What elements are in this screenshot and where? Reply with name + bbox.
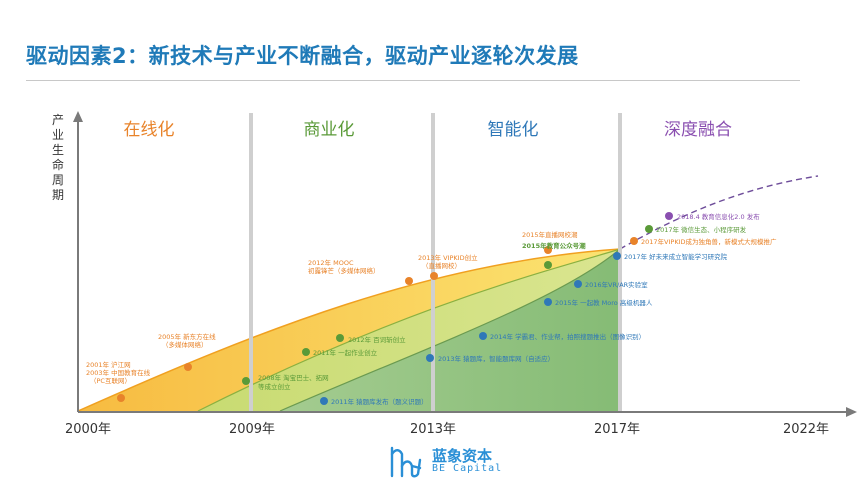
svg-text:期: 期	[52, 188, 64, 202]
divider-2017	[618, 113, 622, 412]
online-band	[78, 249, 620, 411]
divider-2013	[431, 113, 435, 412]
marker-2017-mini	[645, 225, 653, 233]
event-label: 2003年 中国教育在线	[86, 368, 151, 377]
x-tick-2017: 2017年	[594, 422, 640, 437]
online-curve	[77, 248, 621, 412]
event-label: 等成立创立	[258, 382, 291, 391]
event-label: （直播网校）	[422, 261, 461, 270]
marker-2011-ytk	[320, 397, 328, 405]
event-label: 2001年 沪江网	[86, 360, 131, 369]
event-label: 2011年 猿题库发布（题义识题）	[331, 397, 428, 406]
intelligent-band	[280, 249, 620, 411]
event-markers	[117, 212, 673, 405]
y-axis-arrow	[73, 111, 83, 122]
y-axis-label: 产 业 生 命 周 期	[52, 113, 64, 202]
event-label: 2017年 微信生态、小程序研发	[656, 225, 747, 234]
phase-commercial: 商业化	[304, 120, 355, 140]
marker-2017-tal	[613, 252, 621, 260]
phase-deep-fusion: 深度融合	[664, 120, 732, 140]
logo-mark	[390, 446, 422, 478]
future-curve	[619, 175, 819, 250]
marker-2015-live	[544, 246, 552, 254]
marker-2013-vipkid	[430, 272, 438, 280]
logo-subtitle: BE Capital	[432, 463, 503, 474]
event-label: （PC互联网）	[90, 376, 131, 385]
event-label: 2012年 MOOC	[308, 258, 354, 267]
event-label: （多媒体网络）	[162, 340, 208, 349]
x-tick-2009: 2009年	[229, 422, 275, 437]
event-label: 2018.4 教育信息化2.0 发布	[677, 212, 760, 221]
event-label: 2013年 VIPKID创立	[418, 253, 478, 262]
event-label: 2008年 淘宝巴士、拓网	[258, 373, 329, 382]
svg-text:产: 产	[52, 113, 64, 127]
phase-intelligent: 智能化	[488, 120, 539, 140]
marker-2012-bcz	[336, 334, 344, 342]
svg-text:命: 命	[52, 157, 64, 172]
commercial-curve	[197, 248, 621, 412]
divider-2009	[249, 113, 253, 412]
marker-2015-robot	[544, 298, 552, 306]
marker-2001	[117, 394, 125, 402]
event-label: 2012年 百词斩创立	[348, 335, 406, 344]
marker-2018	[665, 212, 673, 220]
marker-2017-vipkid	[630, 237, 638, 245]
event-label: 2017年 好未来成立智能学习研究院	[624, 252, 728, 261]
x-tick-2000: 2000年	[65, 422, 111, 437]
page-title: 驱动因素2：新技术与产业不断融合，驱动产业逐轮次发展	[26, 44, 579, 68]
logo-name: 蓝象资本	[432, 447, 493, 465]
event-label: 2017年VIPKID成为独角兽，新模式大规模推广	[641, 237, 777, 246]
commercial-band	[198, 249, 620, 411]
event-label: 2016年VR/AR实验室	[585, 280, 648, 289]
x-tick-2013: 2013年	[410, 422, 456, 437]
marker-2008	[242, 377, 250, 385]
event-label: 2015年直播网校潮	[522, 230, 578, 239]
event-label: 2014年 学霸君、作业帮，拍照搜题推出（图像识别）	[490, 332, 645, 341]
event-label: 2005年 新东方在线	[158, 332, 216, 341]
marker-2013-adaptive	[426, 354, 434, 362]
marker-2014-photo	[479, 332, 487, 340]
marker-2005	[184, 363, 192, 371]
marker-2011-yiqi	[302, 348, 310, 356]
logo: 蓝象资本 BE Capital	[388, 444, 508, 480]
event-label: 2013年 猿题库，智能题库网（自适应）	[438, 354, 554, 363]
intelligent-curve	[279, 248, 621, 412]
title-divider	[26, 80, 800, 81]
phase-online: 在线化	[124, 120, 175, 140]
svg-text:业: 业	[52, 128, 64, 142]
x-tick-2022: 2022年	[783, 422, 829, 437]
event-label: 2015年 一起教 Moro 高级机器人	[555, 298, 653, 307]
event-label: 初露锋芒（多媒体网络）	[308, 266, 380, 275]
x-axis-arrow	[846, 407, 857, 417]
marker-2012-mooc	[405, 277, 413, 285]
event-label: 2015年教育公众号潮	[522, 241, 586, 250]
marker-2015-wechat	[544, 261, 552, 269]
svg-text:生: 生	[52, 143, 64, 157]
marker-2016-vr	[574, 280, 582, 288]
event-label: 2011年 一起作业创立	[313, 348, 378, 357]
svg-text:周: 周	[52, 173, 64, 187]
